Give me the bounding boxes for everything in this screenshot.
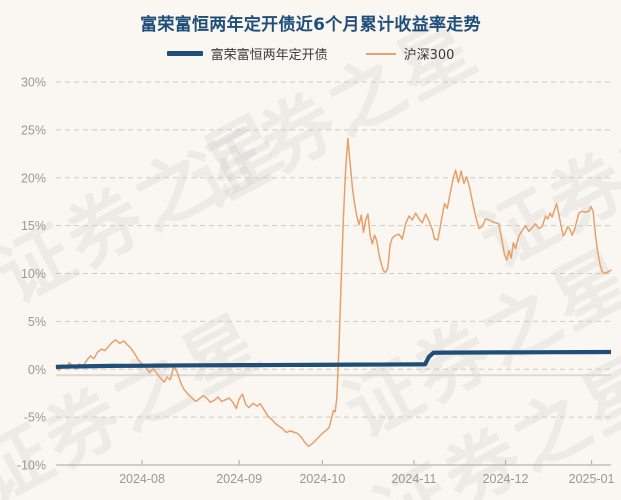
legend-swatch-benchmark-icon [365,52,396,55]
x-axis-tick-label: 2024-11 [391,472,436,486]
legend-swatch-fund-icon [166,51,203,56]
x-axis-tick-label: 2024-08 [119,472,165,486]
y-axis-tick-label: 0% [28,363,46,377]
y-axis-tick-label: 15% [21,219,46,233]
x-axis-tick-label: 2024-09 [216,472,262,486]
legend-item-benchmark[interactable]: 沪深300 [365,44,455,63]
chart-legend: 富荣富恒两年定开债 沪深300 [0,44,621,63]
legend-label-fund: 富荣富恒两年定开债 [210,48,328,63]
series-line-benchmark [55,137,612,448]
chart-title: 富荣富恒两年定开债近6个月累计收益率走势 [140,15,481,35]
x-axis-tick-label: 2025-01 [569,472,615,486]
legend-label-benchmark: 沪深300 [403,48,455,63]
x-axis-tick-label: 2024-10 [299,472,345,486]
series-line-fund [55,349,612,369]
y-axis-tick-label: 25% [21,123,46,137]
y-axis-tick-label: 10% [21,267,46,281]
y-axis-tick-label: 20% [21,171,46,185]
x-axis-tick-label: 2024-12 [483,472,529,486]
y-axis-tick-label: 5% [28,315,46,329]
y-axis-tick-label: -5% [24,411,46,425]
y-axis-tick-label: -10% [17,459,46,473]
legend-item-fund[interactable]: 富荣富恒两年定开债 [166,44,328,63]
y-axis-tick-label: 30% [21,76,46,90]
